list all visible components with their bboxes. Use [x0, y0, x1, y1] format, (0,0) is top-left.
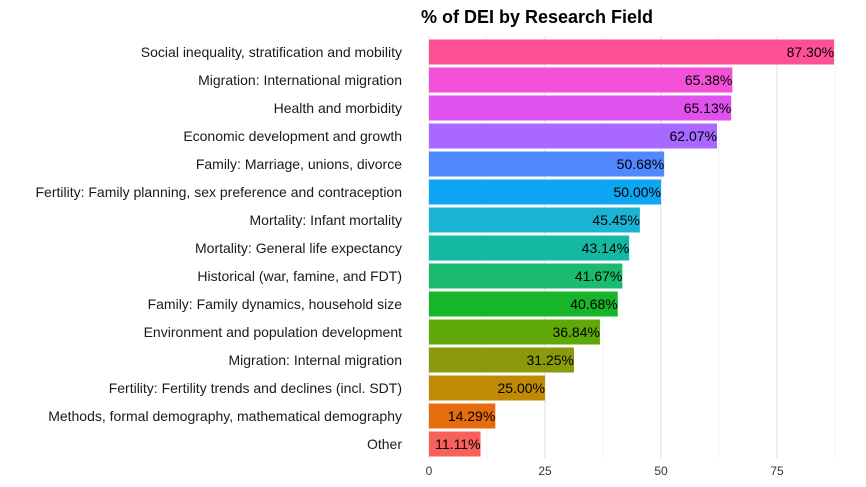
category-label: Fertility: Family planning, sex preferen…	[35, 184, 402, 200]
bar	[429, 95, 732, 121]
data-label: 40.68%	[570, 296, 617, 312]
x-axis-tick-labels: 0 25 50 75	[426, 464, 784, 478]
data-label: 62.07%	[670, 128, 717, 144]
x-tick-label: 50	[654, 464, 668, 478]
bar	[429, 39, 835, 65]
data-label: 11.11%	[435, 436, 480, 452]
data-labels: 87.30% 65.38% 65.13% 62.07% 50.68% 50.00% 45.4…	[435, 44, 834, 452]
category-label: Fertility: Fertility trends and declines…	[109, 380, 402, 396]
data-label: 65.38%	[685, 72, 732, 88]
bars	[429, 39, 835, 457]
category-label: Other	[367, 436, 402, 452]
data-label: 31.25%	[527, 352, 574, 368]
chart-title: % of DEI by Research Field	[421, 7, 653, 27]
category-label: Mortality: Infant mortality	[250, 212, 403, 228]
category-label: Migration: Internal migration	[228, 352, 402, 368]
data-label: 41.67%	[575, 268, 622, 284]
data-label: 25.00%	[498, 380, 545, 396]
bar	[429, 67, 733, 93]
bar	[429, 403, 496, 429]
category-label: Social inequality, stratification and mo…	[141, 44, 402, 60]
bar	[429, 375, 545, 401]
category-label: Economic development and growth	[183, 128, 402, 144]
category-label: Methods, formal demography, mathematical…	[48, 408, 402, 424]
bar	[429, 179, 661, 205]
category-label: Health and morbidity	[274, 100, 402, 116]
data-label: 14.29%	[448, 408, 495, 424]
category-label: Family: Family dynamics, household size	[148, 296, 403, 312]
data-label: 36.84%	[552, 324, 599, 340]
bar	[429, 347, 574, 373]
bar	[429, 207, 640, 233]
data-label: 65.13%	[684, 100, 731, 116]
category-label: Migration: International migration	[198, 72, 402, 88]
bar	[429, 151, 665, 177]
category-label: Mortality: General life expectancy	[195, 240, 402, 256]
category-label: Family: Marriage, unions, divorce	[196, 156, 402, 172]
bar	[429, 263, 623, 289]
bar	[429, 123, 718, 149]
bar	[429, 319, 600, 345]
data-label: 43.14%	[582, 240, 629, 256]
x-tick-label: 25	[538, 464, 552, 478]
data-label: 50.68%	[617, 156, 664, 172]
data-label: 87.30%	[787, 44, 834, 60]
x-tick-label: 75	[770, 464, 784, 478]
bar	[429, 291, 618, 317]
category-labels: Social inequality, stratification and mo…	[35, 44, 402, 452]
category-label: Environment and population development	[144, 324, 403, 340]
category-label: Historical (war, famine, and FDT)	[197, 268, 402, 284]
data-label: 45.45%	[592, 212, 639, 228]
x-tick-label: 0	[426, 464, 433, 478]
data-label: 50.00%	[614, 184, 661, 200]
bar	[429, 431, 481, 457]
bar	[429, 235, 630, 261]
